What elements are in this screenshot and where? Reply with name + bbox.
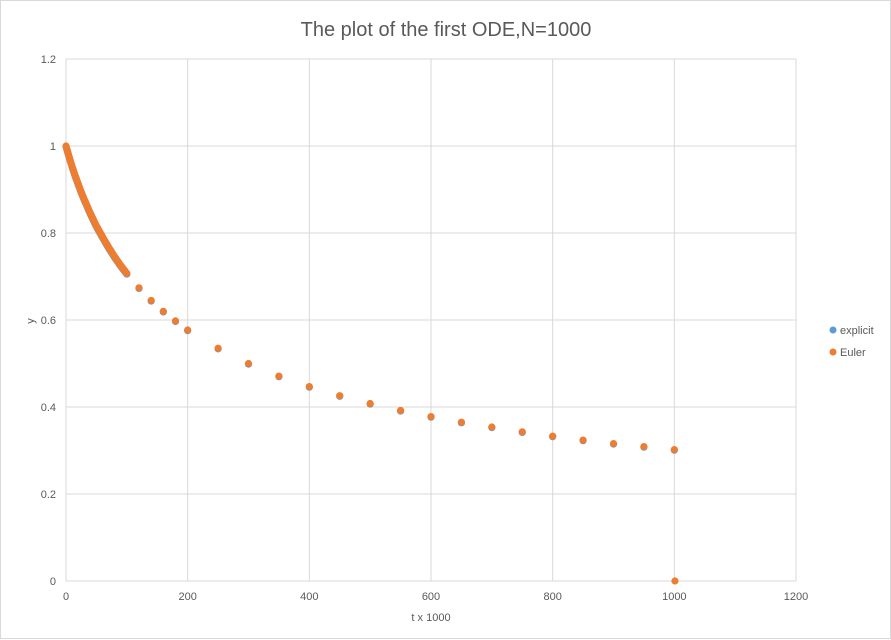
- data-point: [396, 406, 405, 415]
- data-marks: [62, 142, 679, 585]
- legend-label: Euler: [840, 347, 866, 359]
- y-tick-label: 0.4: [41, 402, 56, 414]
- y-tick-label: 0.2: [41, 489, 56, 501]
- data-point: [275, 372, 283, 380]
- y-tick-label: 1: [50, 141, 56, 153]
- x-tick-label: 0: [63, 591, 69, 603]
- x-tick-label: 800: [543, 591, 561, 603]
- y-tick-label: 0.6: [41, 315, 56, 327]
- x-tick-label: 200: [178, 591, 196, 603]
- data-point: [549, 432, 557, 440]
- data-point: [488, 423, 496, 431]
- chart-title: The plot of the first ODE,N=1000: [301, 19, 592, 41]
- data-point: [518, 428, 526, 436]
- y-tick-label: 0.8: [41, 228, 56, 240]
- y-tick-label: 1.2: [41, 54, 56, 66]
- series-euler: [62, 142, 679, 585]
- data-point: [640, 442, 648, 451]
- data-point: [135, 284, 143, 292]
- data-point: [670, 446, 678, 454]
- data-point: [147, 296, 155, 305]
- legend: explicit Euler: [829, 325, 874, 359]
- data-point: [427, 412, 435, 421]
- x-tick-label: 400: [300, 591, 318, 603]
- gridlines: [65, 58, 797, 582]
- legend-label: explicit: [840, 325, 874, 337]
- data-point: [214, 344, 222, 352]
- data-point: [159, 307, 167, 315]
- x-axis-title: t x 1000: [411, 612, 450, 624]
- data-point: [123, 269, 131, 278]
- x-tick-label: 1000: [662, 591, 686, 603]
- data-point: [244, 359, 253, 368]
- y-axis-title: y: [25, 318, 37, 324]
- data-point: [671, 577, 679, 585]
- tick-labels: 0 0.2 0.4 0.6 0.8 1 1.2 0 200 400 600 800 1000 1200: [41, 54, 809, 603]
- data-point: [579, 436, 587, 444]
- data-point: [366, 399, 374, 408]
- legend-marker: [829, 326, 837, 334]
- data-point: [336, 392, 344, 400]
- data-point: [184, 326, 192, 334]
- x-tick-label: 600: [422, 591, 440, 603]
- y-tick-label: 0: [50, 576, 56, 588]
- data-point: [171, 317, 180, 325]
- legend-marker: [829, 348, 837, 356]
- x-tick-label: 1200: [784, 591, 808, 603]
- data-point: [305, 382, 313, 391]
- data-point: [609, 439, 618, 448]
- data-point: [457, 418, 466, 426]
